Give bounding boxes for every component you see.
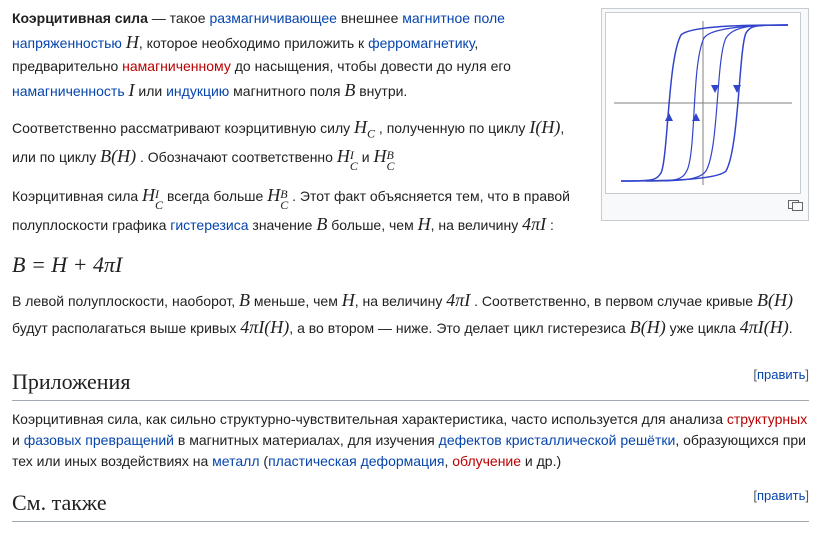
math-H-3: H [342,290,355,310]
math-4piI-2: 4πI [446,290,470,310]
magnify-icon[interactable] [605,194,805,217]
math-HcI-2: HIC [142,185,163,205]
math-4piI: 4πI [522,214,546,234]
link-defects[interactable]: дефектов [439,432,502,448]
math-H-2: H [418,214,431,234]
math-4piIH: 4πI(H) [240,317,289,337]
link-phase-transitions[interactable]: фазовых превращений [24,432,174,448]
edit-link[interactable]: править [757,367,805,382]
math-BH-2: B(H) [757,290,793,310]
math-B-3: B [239,290,250,310]
link-magnetized[interactable]: намагниченному [122,58,231,74]
link-structural[interactable]: структурных [727,411,807,427]
math-BH-3: B(H) [630,317,666,337]
math-B-2: B [316,214,327,234]
edit-section-seealso[interactable]: [править] [753,486,809,506]
math-4piIH-2: 4πI(H) [740,317,789,337]
link-magnetic-field[interactable]: магнитное поле [402,10,505,26]
link-induction[interactable]: индукцию [166,83,229,99]
applications-paragraph: Коэрцитивная сила, как сильно структурно… [12,409,809,472]
edit-section-applications[interactable]: [править] [753,365,809,385]
math-H: H [126,32,139,52]
math-HcB-2: HBC [267,185,288,205]
hysteresis-thumbnail [601,8,809,221]
math-IH: I(H) [529,117,560,137]
link-ferromagnet[interactable]: ферромагнетику [368,35,474,51]
link-demagnetizing[interactable]: размагничивающее [209,10,337,26]
math-HcB: HBC [373,146,394,166]
section-see-also: [править] См. также [12,486,809,522]
hysteresis-figure[interactable] [605,12,801,194]
edit-link-2[interactable]: править [757,488,805,503]
section-applications: [править] Приложения [12,365,809,401]
math-BH: B(H) [100,146,136,166]
math-HcI: HIC [337,146,358,166]
math-B: B [344,80,355,100]
link-crystal-lattice[interactable]: кристаллической решётки [506,432,676,448]
math-Hc: HC [354,117,375,137]
link-field-strength[interactable]: напряженностью [12,35,122,51]
equation-main: B = H + 4πI [12,248,809,281]
link-hysteresis[interactable]: гистерезиса [170,217,248,233]
link-irradiation[interactable]: облучение [452,453,521,469]
term: Коэрцитивная сила [12,10,148,26]
section-title: Приложения [12,369,130,394]
link-plastic-deformation[interactable]: пластическая деформация [268,453,444,469]
left-halfplane-paragraph: В левой полуплоскости, наоборот, B меньш… [12,287,809,341]
link-metal[interactable]: металл [212,453,259,469]
link-magnetization[interactable]: намагниченность [12,83,125,99]
